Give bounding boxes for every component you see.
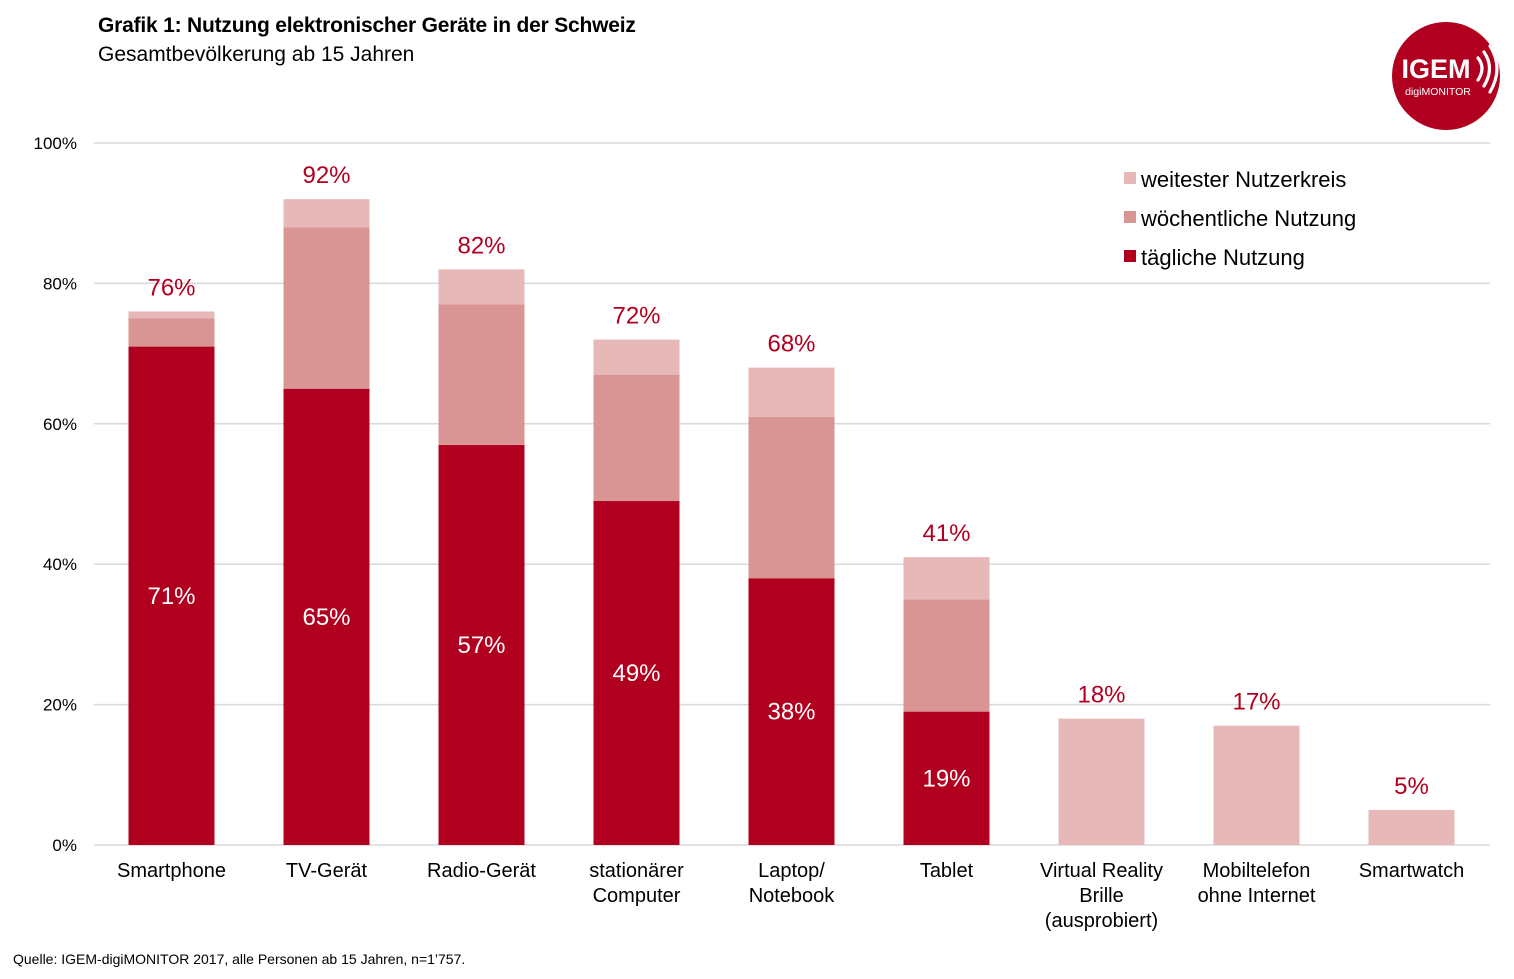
- category-label: Brille: [1079, 885, 1123, 907]
- bar-segment-daily: [438, 444, 525, 845]
- y-tick-label: 20%: [43, 696, 77, 715]
- y-tick-label: 80%: [43, 274, 77, 293]
- igem-digimonitor-logo: IGEM digiMONITOR: [1392, 22, 1500, 130]
- bar-segment-weekly: [903, 599, 990, 712]
- daily-value-label: 49%: [612, 660, 660, 687]
- legend-label: tägliche Nutzung: [1141, 245, 1305, 270]
- category-label: Virtual Reality: [1040, 860, 1163, 882]
- category-label: TV-Gerät: [286, 860, 368, 882]
- y-tick-label: 100%: [34, 134, 77, 153]
- total-value-label: 5%: [1394, 773, 1429, 800]
- bar-segment-widest: [1058, 718, 1145, 845]
- bar-segment-weekly: [283, 227, 370, 389]
- bar-segment-widest: [438, 269, 525, 305]
- bar-segment-weekly: [748, 416, 835, 579]
- bar-segment-widest: [1368, 809, 1455, 845]
- bar-segment-daily: [128, 346, 215, 845]
- logo-main-text: IGEM: [1401, 54, 1470, 84]
- bar-segment-widest: [593, 339, 680, 375]
- legend-swatch-daily: [1124, 250, 1136, 262]
- bar-segment-widest: [1213, 725, 1300, 845]
- total-value-label: 17%: [1232, 689, 1280, 716]
- legend-swatch-weekly: [1124, 211, 1136, 223]
- daily-value-label: 38%: [767, 699, 815, 726]
- bar-segment-daily: [593, 501, 680, 845]
- category-label: Laptop/: [758, 860, 825, 882]
- bars: [128, 199, 1455, 845]
- category-label: ohne Internet: [1198, 885, 1316, 907]
- total-value-label: 68%: [767, 331, 815, 358]
- category-label: Smartphone: [117, 860, 226, 882]
- logo-sub-text: digiMONITOR: [1405, 86, 1471, 98]
- broadcast-waves-icon: [1476, 44, 1499, 94]
- source-note: Quelle: IGEM-digiMONITOR 2017, alle Pers…: [13, 951, 466, 967]
- bar-segment-daily: [748, 578, 835, 845]
- category-label: Computer: [593, 885, 681, 907]
- daily-value-label: 57%: [457, 632, 505, 659]
- category-label: (ausprobiert): [1045, 910, 1158, 932]
- chart-subtitle: Gesamtbevölkerung ab 15 Jahren: [98, 43, 415, 66]
- category-label: Mobiltelefon: [1203, 860, 1311, 882]
- daily-value-label: 71%: [147, 583, 195, 610]
- category-label: Smartwatch: [1359, 860, 1465, 882]
- legend-label: wöchentliche Nutzung: [1140, 206, 1356, 231]
- legend-swatch-widest: [1124, 172, 1136, 184]
- category-label: Tablet: [920, 860, 974, 882]
- bar-segment-widest: [128, 311, 215, 319]
- category-label: stationärer: [589, 860, 684, 882]
- bar-segment-widest: [283, 199, 370, 228]
- logo-circle: [1392, 22, 1500, 130]
- bar-segment-weekly: [128, 318, 215, 347]
- y-tick-label: 60%: [43, 415, 77, 434]
- total-value-label: 82%: [457, 232, 505, 259]
- y-tick-label: 0%: [52, 836, 77, 855]
- data-labels: 76% 71% 92% 65% 82% 57% 72% 49% 68% 38% 41% 19% 18% 1…: [147, 162, 1428, 800]
- y-axis-ticks: 0% 20% 40% 60% 80% 100%: [34, 134, 77, 855]
- bar-segment-daily: [283, 388, 370, 845]
- y-tick-label: 40%: [43, 555, 77, 574]
- total-value-label: 41%: [922, 520, 970, 547]
- daily-value-label: 19%: [922, 765, 970, 792]
- total-value-label: 18%: [1077, 682, 1125, 709]
- chart-title: Grafik 1: Nutzung elektronischer Geräte …: [98, 14, 636, 37]
- bar-segment-daily: [903, 711, 990, 845]
- bar-segment-widest: [903, 557, 990, 600]
- total-value-label: 92%: [302, 162, 350, 189]
- legend: weitester Nutzerkreis wöchentliche Nutzun…: [1124, 167, 1356, 270]
- bar-segment-widest: [748, 367, 835, 417]
- total-value-label: 72%: [612, 303, 660, 330]
- bar-segment-weekly: [438, 304, 525, 445]
- total-value-label: 76%: [147, 274, 195, 301]
- category-label: Notebook: [749, 885, 836, 907]
- category-label: Radio-Gerät: [427, 860, 536, 882]
- daily-value-label: 65%: [302, 604, 350, 631]
- x-axis-category-labels: Smartphone TV-Gerät Radio-Gerät stationärer…: [117, 860, 1464, 932]
- legend-label: weitester Nutzerkreis: [1140, 167, 1346, 192]
- bar-segment-weekly: [593, 374, 680, 502]
